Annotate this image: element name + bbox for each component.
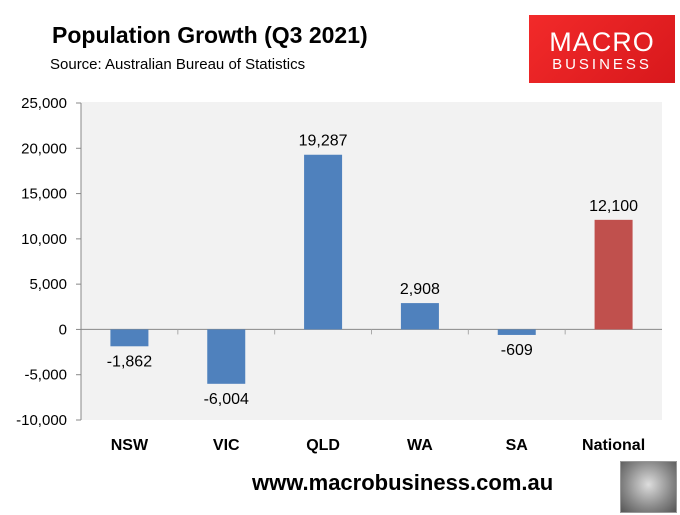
x-tick-label: SA — [506, 437, 529, 454]
chart-title: Population Growth (Q3 2021) — [52, 22, 368, 48]
y-tick-label: 20,000 — [21, 140, 67, 157]
bar-sa — [497, 329, 536, 335]
website-url: www.macrobusiness.com.au — [252, 470, 554, 495]
x-tick-label: QLD — [306, 437, 340, 454]
x-tick-label: WA — [407, 437, 433, 454]
data-label: 19,287 — [299, 133, 348, 150]
y-tick-label: -10,000 — [16, 412, 67, 429]
data-label: -6,004 — [204, 391, 249, 408]
x-tick-label: NSW — [111, 437, 149, 454]
bar-nsw — [110, 329, 149, 347]
data-label: 12,100 — [589, 198, 638, 215]
y-tick-label: 15,000 — [21, 186, 67, 203]
x-tick-label: VIC — [213, 437, 240, 454]
bar-national — [594, 219, 633, 330]
bar-wa — [400, 303, 439, 330]
y-tick-label: 25,000 — [21, 95, 67, 112]
macrobusiness-logo: MACRO BUSINESS — [529, 15, 675, 83]
data-label: -609 — [501, 342, 533, 359]
plot-area — [81, 102, 662, 420]
data-label: 2,908 — [400, 281, 440, 298]
y-tick-label: 10,000 — [21, 231, 67, 248]
x-tick-label: National — [582, 437, 645, 454]
bar-vic — [207, 329, 246, 384]
wolf-logo-icon — [620, 461, 677, 513]
y-tick-label: 5,000 — [29, 276, 67, 293]
chart-subtitle: Source: Australian Bureau of Statistics — [50, 56, 306, 73]
logo-line2: BUSINESS — [552, 56, 652, 73]
bar-qld — [304, 154, 343, 330]
data-label: -1,862 — [107, 353, 152, 370]
y-tick-label: 0 — [59, 321, 67, 338]
y-tick-label: -5,000 — [24, 367, 67, 384]
logo-line1: MACRO — [549, 27, 655, 57]
